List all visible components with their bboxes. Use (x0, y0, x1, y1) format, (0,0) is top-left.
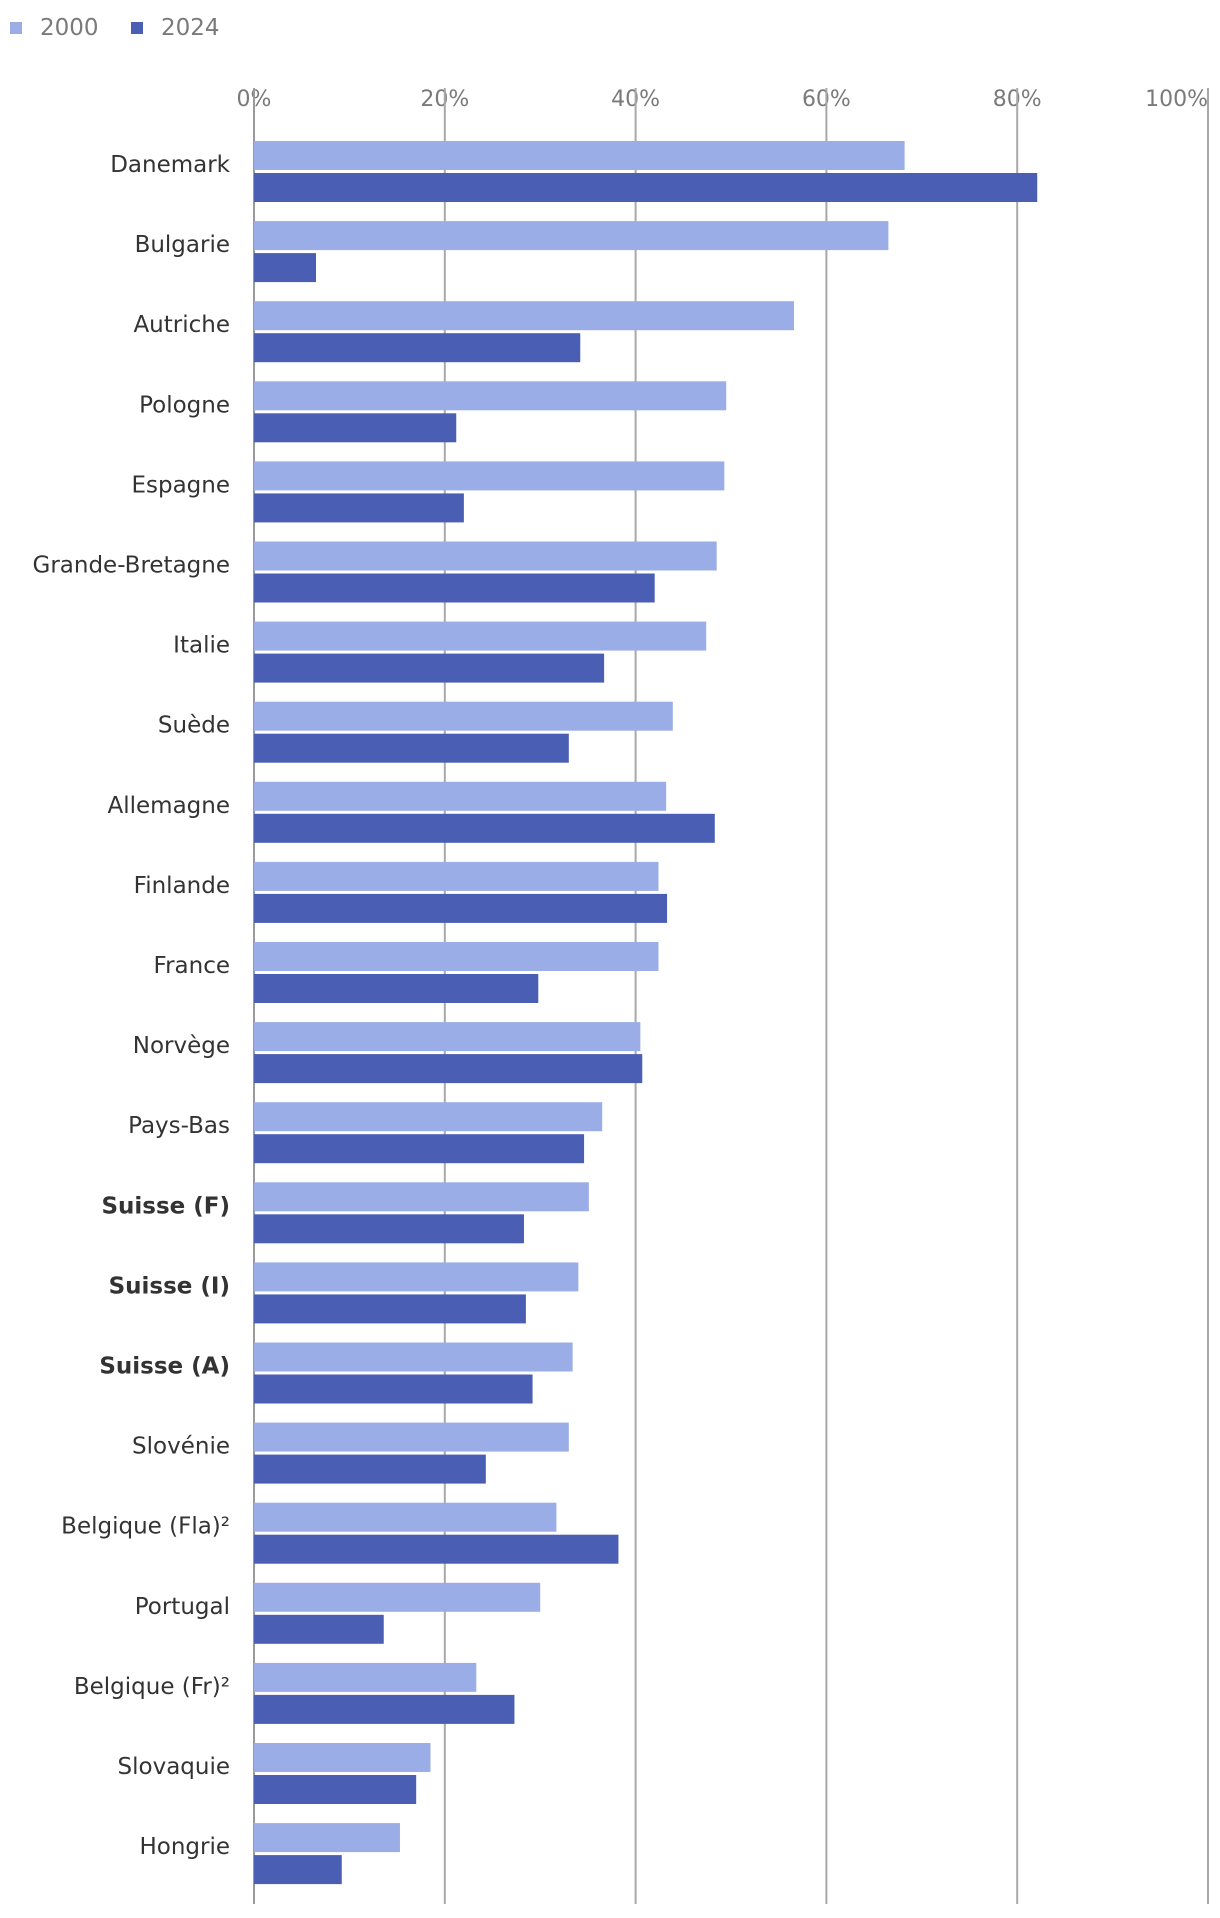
bar-2000-20 (254, 1743, 431, 1772)
bar-2024-8 (254, 813, 715, 843)
bar-2024-2 (254, 333, 581, 363)
category-label: Pays-Bas (128, 1113, 230, 1139)
bar-2000-12 (254, 1102, 603, 1132)
bars (254, 141, 1038, 1885)
bar-2000-16 (254, 1422, 569, 1452)
legend: 2000 2024 (10, 15, 220, 41)
category-label: Allemagne (108, 793, 231, 819)
legend-label-2000: 2000 (40, 15, 99, 41)
category-label: France (154, 953, 230, 979)
bar-2024-12 (254, 1134, 585, 1164)
category-label: Suède (158, 713, 230, 739)
bar-2024-1 (254, 253, 317, 283)
category-label: Bulgarie (135, 232, 230, 258)
bar-2000-17 (254, 1502, 557, 1532)
category-labels: Danemark Bulgarie Autriche Pologne Espagne Gr… (33, 152, 231, 1860)
category-label: Grande-Bretagne (33, 553, 231, 579)
bar-2000-2 (254, 301, 794, 331)
category-label: Italie (173, 633, 230, 659)
category-label: Suisse (A) (99, 1354, 230, 1380)
x-axis-ticks: 0% 20% 40% 60% 80% 100% (237, 87, 1208, 112)
bar-2024-16 (254, 1454, 486, 1484)
category-label: Belgique (Fr)² (74, 1674, 230, 1700)
bar-2000-18 (254, 1582, 541, 1612)
category-label: Danemark (110, 152, 230, 178)
category-label: Espagne (131, 472, 230, 498)
bar-2024-3 (254, 413, 457, 443)
category-label: Hongrie (139, 1834, 230, 1860)
bar-2024-13 (254, 1214, 524, 1244)
legend-label-2024: 2024 (161, 15, 220, 41)
bar-2000-10 (254, 942, 659, 971)
category-label: Suisse (I) (109, 1273, 230, 1299)
bar-2024-6 (254, 653, 605, 683)
category-label: Portugal (135, 1594, 230, 1620)
bar-2024-5 (254, 573, 655, 603)
bar-2024-17 (254, 1534, 619, 1564)
category-label: Pologne (139, 392, 230, 418)
bar-2000-14 (254, 1262, 579, 1292)
bar-2000-5 (254, 541, 717, 571)
bar-2000-21 (254, 1823, 400, 1853)
bar-2000-11 (254, 1022, 641, 1052)
bar-2000-3 (254, 381, 727, 411)
bar-2024-10 (254, 974, 539, 1003)
bar-2024-4 (254, 493, 464, 523)
bar-2024-14 (254, 1294, 526, 1324)
bar-2024-15 (254, 1374, 533, 1404)
bar-2000-9 (254, 861, 659, 891)
bar-2000-4 (254, 461, 725, 491)
legend-swatch-2000 (10, 22, 22, 34)
category-label: Slovénie (132, 1434, 230, 1460)
legend-swatch-2024 (131, 22, 143, 34)
category-label: Suisse (F) (101, 1193, 230, 1219)
bar-2000-1 (254, 221, 889, 251)
bar-2000-15 (254, 1342, 573, 1372)
bar-2000-0 (254, 141, 905, 170)
bar-2000-6 (254, 621, 707, 651)
bar-2024-19 (254, 1694, 515, 1724)
bar-2000-19 (254, 1662, 477, 1692)
category-label: Belgique (Fla)² (61, 1514, 230, 1540)
bar-2024-18 (254, 1614, 384, 1644)
bar-2024-21 (254, 1855, 342, 1885)
category-label: Autriche (133, 312, 230, 338)
bar-2024-11 (254, 1054, 643, 1084)
bar-2024-20 (254, 1775, 417, 1804)
bar-2000-13 (254, 1182, 589, 1212)
category-label: Norvège (133, 1033, 230, 1059)
bar-2000-8 (254, 781, 667, 811)
bar-2024-7 (254, 733, 569, 763)
category-label: Finlande (134, 873, 230, 899)
category-label: Slovaquie (118, 1754, 230, 1780)
bar-2000-7 (254, 701, 673, 731)
bar-2024-0 (254, 173, 1038, 202)
x-tick-label: 100% (1145, 87, 1208, 112)
bar-2024-9 (254, 893, 668, 923)
